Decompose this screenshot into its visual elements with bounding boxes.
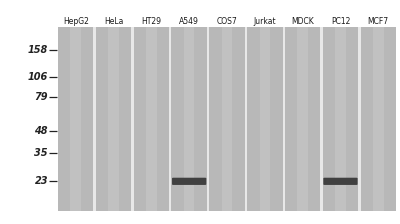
Text: 35: 35	[34, 148, 48, 158]
Bar	[245, 27, 247, 211]
Bar	[207, 27, 209, 211]
Text: 23: 23	[34, 176, 48, 186]
Bar	[323, 27, 358, 211]
Text: 158: 158	[28, 45, 48, 54]
Bar	[184, 27, 194, 211]
Text: Jurkat: Jurkat	[254, 17, 276, 26]
FancyBboxPatch shape	[172, 178, 206, 185]
Bar	[58, 27, 396, 211]
Bar	[285, 27, 320, 211]
Bar	[358, 27, 360, 211]
Text: HepG2: HepG2	[63, 17, 89, 26]
Bar	[247, 27, 282, 211]
Bar	[108, 27, 119, 211]
Bar	[222, 27, 232, 211]
Bar	[172, 27, 207, 211]
Bar	[96, 27, 131, 211]
Bar	[146, 27, 157, 211]
Bar	[70, 27, 81, 211]
Text: MCF7: MCF7	[368, 17, 389, 26]
Bar	[131, 27, 134, 211]
Bar	[282, 27, 285, 211]
Bar	[260, 27, 270, 211]
Text: PC12: PC12	[331, 17, 350, 26]
Text: 79: 79	[34, 92, 48, 102]
Text: A549: A549	[179, 17, 199, 26]
Text: HeLa: HeLa	[104, 17, 123, 26]
Text: MDCK: MDCK	[291, 17, 314, 26]
Bar	[58, 27, 94, 211]
Bar	[360, 27, 396, 211]
Bar	[134, 27, 169, 211]
Text: 106: 106	[28, 72, 48, 82]
Bar	[169, 27, 172, 211]
Bar	[373, 27, 384, 211]
Bar	[209, 27, 245, 211]
Bar	[94, 27, 96, 211]
Text: HT29: HT29	[141, 17, 161, 26]
Text: 48: 48	[34, 126, 48, 136]
Bar	[320, 27, 323, 211]
FancyBboxPatch shape	[323, 178, 358, 185]
Bar	[297, 27, 308, 211]
Text: COS7: COS7	[217, 17, 237, 26]
Bar	[335, 27, 346, 211]
